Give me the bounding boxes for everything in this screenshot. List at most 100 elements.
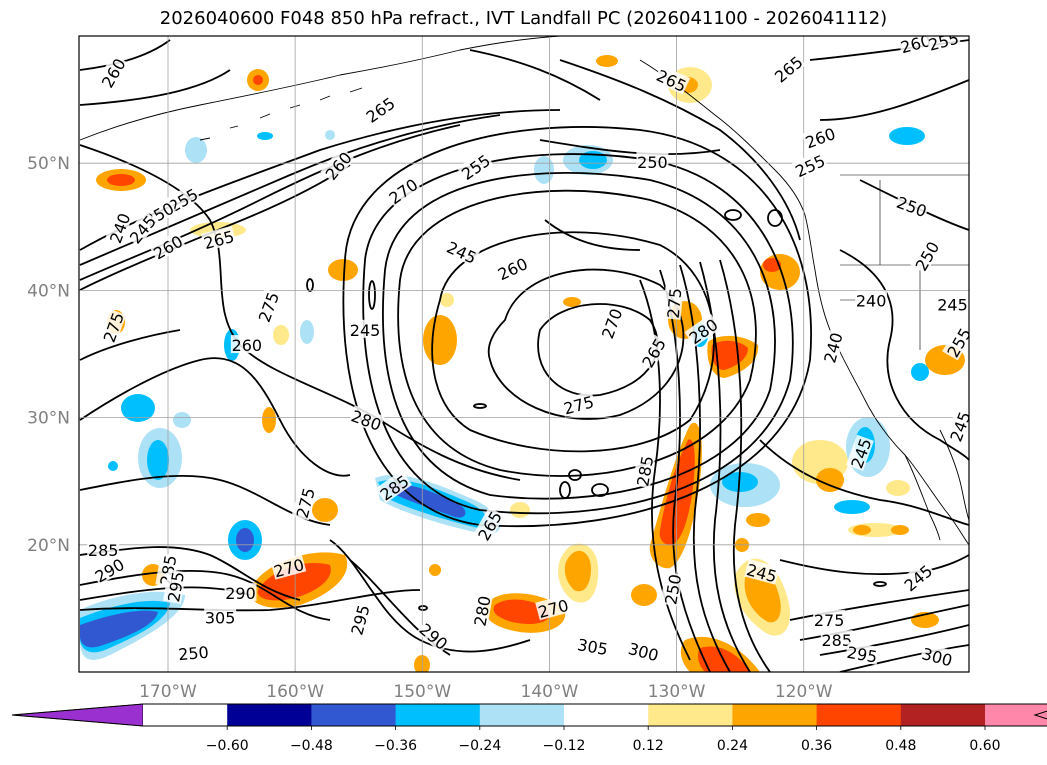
contour-line xyxy=(659,269,711,672)
contour-label-text: 280 xyxy=(471,594,495,627)
contour-label: 265 xyxy=(637,333,670,371)
contour-label: 245 xyxy=(349,319,382,340)
contour-label: 265 xyxy=(769,51,807,87)
border-line xyxy=(840,174,969,350)
pacific-northwest-coastline xyxy=(639,59,969,546)
contour-label-text: 255 xyxy=(458,151,494,184)
contour-line xyxy=(431,231,715,453)
latitude-label: 20°N xyxy=(27,536,70,556)
anomaly-fill xyxy=(173,412,191,428)
longitude-label: 120°W xyxy=(775,682,833,702)
anomaly-fill xyxy=(631,584,657,606)
colorbar-segment xyxy=(985,704,1047,726)
contour-line xyxy=(397,189,757,477)
contour-label: 250 xyxy=(636,151,669,172)
contour-label-text: 250 xyxy=(177,643,209,665)
contour-label: 265 xyxy=(361,92,399,127)
colorbar-tick-label: 0.48 xyxy=(885,738,916,754)
contour-line xyxy=(544,219,641,251)
longitude-label: 130°W xyxy=(648,682,706,702)
anomaly-fill xyxy=(853,525,871,535)
anomaly-fill xyxy=(596,55,618,67)
contour-line xyxy=(819,79,969,121)
latitude-label: 30°N xyxy=(27,409,70,429)
contour-line xyxy=(789,589,969,621)
contour-label-text: 240 xyxy=(820,331,846,365)
anomaly-fill xyxy=(889,127,925,145)
contour-label-text: 265 xyxy=(363,94,399,127)
anomaly-fill xyxy=(257,132,273,140)
contour-label-text: 240 xyxy=(856,292,887,311)
anomaly-fill xyxy=(385,484,466,518)
contour-line xyxy=(537,303,659,397)
contour-line xyxy=(79,475,331,526)
contour-line xyxy=(819,624,969,656)
contour-line xyxy=(79,124,461,281)
colorbar-tick-label: −0.36 xyxy=(374,738,417,754)
contour-line xyxy=(724,209,742,221)
contour-label: 260 xyxy=(801,122,838,152)
contour-line xyxy=(418,605,428,611)
contour-label: 260 xyxy=(320,147,356,184)
map-frame xyxy=(78,35,970,673)
contour-label: 275 xyxy=(98,308,128,345)
colorbar-under-extension xyxy=(11,703,144,727)
contour-label: 300 xyxy=(625,637,662,665)
contour-line xyxy=(568,469,582,481)
longitude-label: 140°W xyxy=(521,682,579,702)
baja-california-coastline xyxy=(904,454,941,541)
contour-label: 250 xyxy=(894,191,931,221)
contour-label-text: 275 xyxy=(664,287,686,319)
contour-label: 295 xyxy=(845,641,880,667)
contour-line xyxy=(759,439,969,526)
contour-label: 290 xyxy=(224,583,257,603)
contour-label-text: 300 xyxy=(626,639,660,665)
contour-line xyxy=(469,49,601,101)
contour-label: 250 xyxy=(660,571,685,607)
anomaly-fill xyxy=(300,320,314,344)
contour-label-text: 285 xyxy=(821,631,852,650)
anomaly-fill xyxy=(563,297,581,307)
shaded-anomaly-fills xyxy=(80,55,965,672)
contour-line xyxy=(79,589,421,612)
contour-label: 285 xyxy=(87,539,120,560)
contour-label: 270 xyxy=(596,305,626,341)
colorbar-segment xyxy=(564,704,649,726)
contour-label-text: 260 xyxy=(803,124,838,152)
contour-label: 270 xyxy=(535,594,571,622)
anomaly-fill xyxy=(886,480,910,496)
latitude-label: 50°N xyxy=(27,154,70,174)
contour-label: 275 xyxy=(560,391,597,418)
contour-line xyxy=(79,164,351,291)
colorbar-segment xyxy=(816,704,902,726)
contour-line xyxy=(639,279,691,661)
contour-label-text: 260 xyxy=(232,336,263,355)
map-title: 2026040600 F048 850 hPa refract., IVT La… xyxy=(159,8,888,29)
contour-label-text: 250 xyxy=(637,153,668,172)
colorbar-segment xyxy=(648,704,733,726)
contour-label: 240 xyxy=(819,329,847,366)
colorbar-segment xyxy=(227,704,312,726)
contour-line xyxy=(382,172,776,500)
contour-line xyxy=(368,280,376,310)
contour-line xyxy=(779,554,969,576)
anomaly-fill xyxy=(834,500,870,514)
colorbar: −0.60 −0.48 −0.36 −0.24 −0.12 0.12 0.24 0.36 0.4… xyxy=(11,703,1047,754)
contour-label: 250 xyxy=(176,641,211,665)
contour-label-text: 305 xyxy=(205,608,236,627)
coastlines xyxy=(79,36,969,546)
contour-label: 255 xyxy=(791,149,828,181)
contour-label-text: 250 xyxy=(894,193,929,221)
contour-label: 275 xyxy=(253,288,283,325)
contour-label: 260 xyxy=(493,252,531,284)
contour-label: 240 xyxy=(855,290,888,311)
contour-line xyxy=(559,481,571,499)
contour-line xyxy=(873,581,887,587)
aleutian-islands xyxy=(199,87,363,141)
anomaly-fill xyxy=(564,550,591,592)
contour-line xyxy=(487,268,685,420)
contour-label: 285 xyxy=(632,453,657,489)
anomaly-fill xyxy=(108,461,118,471)
